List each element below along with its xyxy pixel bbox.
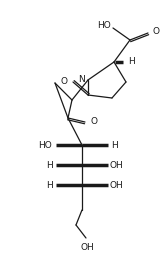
- Text: O: O: [91, 117, 98, 126]
- Text: OH: OH: [110, 180, 124, 189]
- Text: H: H: [46, 161, 53, 170]
- Text: HO: HO: [97, 20, 111, 29]
- Text: O: O: [61, 77, 68, 86]
- Text: H: H: [46, 180, 53, 189]
- Text: O: O: [153, 26, 160, 36]
- Text: OH: OH: [80, 242, 94, 251]
- Text: N: N: [78, 74, 85, 83]
- Text: OH: OH: [110, 161, 124, 170]
- Text: H: H: [128, 58, 135, 67]
- Text: H: H: [111, 140, 118, 149]
- Text: HO: HO: [38, 140, 52, 149]
